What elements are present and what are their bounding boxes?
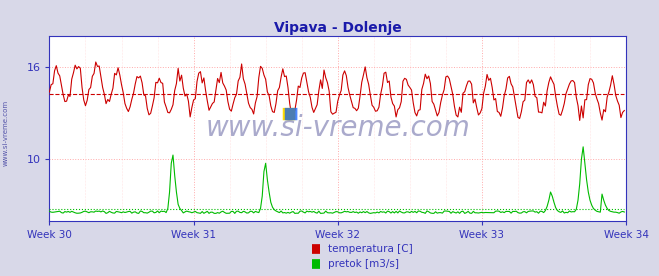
Text: ◼: ◼ xyxy=(282,104,299,123)
Legend: temperatura [C], pretok [m3/s]: temperatura [C], pretok [m3/s] xyxy=(308,240,417,274)
Title: Vipava - Dolenje: Vipava - Dolenje xyxy=(274,21,401,35)
Text: www.si-vreme.com: www.si-vreme.com xyxy=(206,114,470,142)
Text: www.si-vreme.com: www.si-vreme.com xyxy=(2,99,9,166)
Text: ◼: ◼ xyxy=(281,104,297,123)
